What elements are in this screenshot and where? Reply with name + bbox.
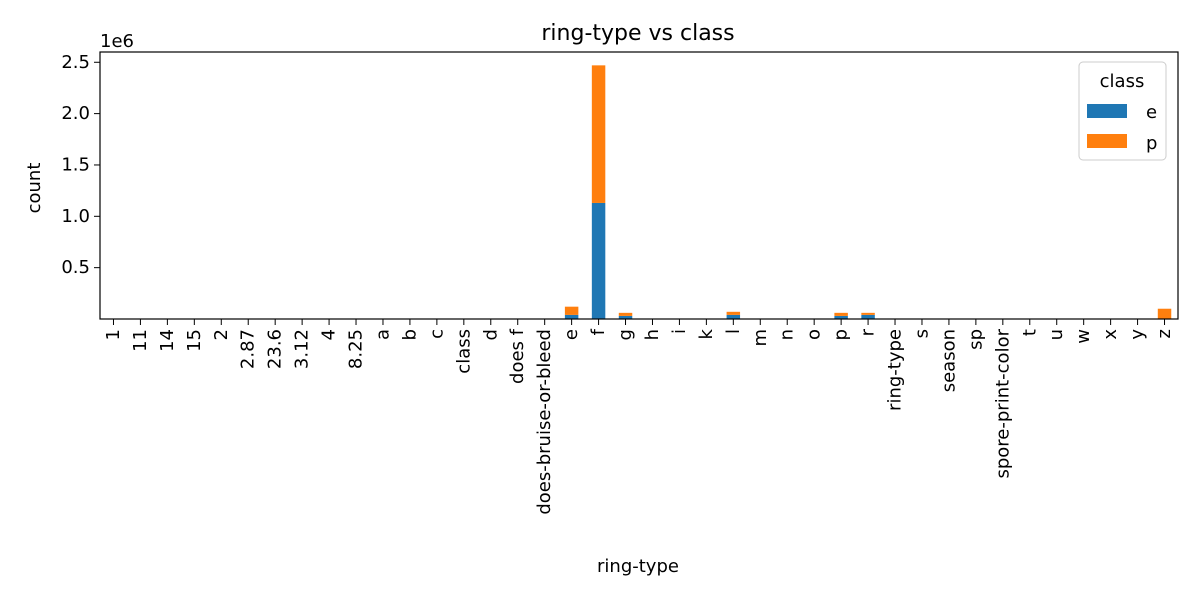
y-tick-label: 1.0 (61, 206, 90, 227)
x-tick-label: t (1019, 329, 1040, 336)
x-tick-label: i (669, 329, 690, 334)
x-tick-label: r (858, 328, 879, 336)
x-tick-label: m (750, 329, 771, 347)
x-tick-label: z (1154, 329, 1175, 338)
x-tick-label: d (480, 329, 501, 340)
y-tick-label: 2.5 (61, 52, 90, 73)
x-tick-label: y (1127, 329, 1148, 340)
legend-swatch-p (1087, 134, 1127, 148)
bar-p-z (1157, 308, 1172, 319)
legend-swatch-e (1087, 104, 1127, 118)
y-ticks: 0.5 1.0 1.5 2.0 2.5 (61, 52, 100, 278)
bars-layer (564, 65, 1172, 319)
bar-e-g (618, 315, 633, 319)
x-tick-label: u (1046, 329, 1067, 340)
x-tick-label: does f (507, 328, 528, 384)
x-tick-label: 15 (184, 329, 205, 352)
x-tick-label: k (696, 328, 717, 339)
x-tick-label: 2 (211, 329, 232, 340)
x-axis-label: ring-type (597, 556, 679, 577)
bar-p-f (591, 65, 606, 203)
x-tick-label: w (1073, 329, 1094, 344)
y-tick-label: 2.0 (61, 103, 90, 124)
x-tick-label: o (804, 329, 825, 340)
x-tick-label: h (642, 329, 663, 340)
x-tick-label: 14 (157, 329, 178, 352)
y-tick-label: 1.5 (61, 154, 90, 175)
x-tick-label: season (938, 329, 959, 392)
chart-title: ring-type vs class (541, 21, 734, 46)
x-tick-label: a (372, 329, 393, 340)
x-tick-label: 3.12 (292, 329, 313, 369)
x-tick-label: 11 (130, 329, 151, 352)
y-offset-label: 1e6 (100, 31, 134, 52)
x-tick-label: f (588, 328, 609, 335)
x-tick-label: ring-type (885, 329, 906, 411)
x-tick-label: sp (965, 329, 986, 350)
x-tick-label: class (453, 329, 474, 374)
x-tick-label: l (723, 329, 744, 334)
bar-p-g (618, 312, 633, 316)
bar-e-p (834, 315, 848, 319)
x-tick-label: 1 (103, 329, 124, 340)
x-tick-label: p (831, 329, 852, 340)
plot-frame (99, 51, 1179, 320)
y-axis-label: count (24, 163, 45, 214)
bar-p-r (861, 312, 875, 315)
x-tick-label: b (399, 329, 420, 340)
legend-title: class (1100, 71, 1145, 92)
x-tick-label: c (426, 329, 447, 339)
x-tick-label: 4 (319, 329, 340, 340)
x-tick-label: g (615, 329, 636, 340)
x-tick-label: 2.87 (238, 329, 259, 369)
x-ticks: 1 11 14 15 2 2.87 23.6 3.12 4 8.25 a b c class d does f… (103, 319, 1175, 515)
x-tick-label: does-bruise-or-bleed (534, 329, 555, 515)
legend-label-p: p (1146, 133, 1157, 154)
x-tick-label: x (1100, 329, 1121, 340)
bar-p-e (564, 306, 579, 315)
bar-e-r (861, 314, 875, 319)
bar-e-l (726, 314, 741, 319)
x-tick-label: 23.6 (265, 329, 286, 369)
bar-e-e (564, 314, 579, 319)
legend-label-e: e (1146, 102, 1157, 123)
bar-p-p (834, 312, 848, 316)
bar-p-l (726, 311, 741, 315)
x-tick-label: s (911, 329, 932, 338)
x-tick-label: spore-print-color (992, 328, 1013, 478)
bar-e-f (591, 202, 606, 319)
legend: class e p (1078, 61, 1167, 161)
x-tick-label: n (777, 329, 798, 340)
y-tick-label: 0.5 (61, 257, 90, 278)
x-tick-label: e (561, 329, 582, 340)
x-tick-label: 8.25 (346, 329, 367, 369)
